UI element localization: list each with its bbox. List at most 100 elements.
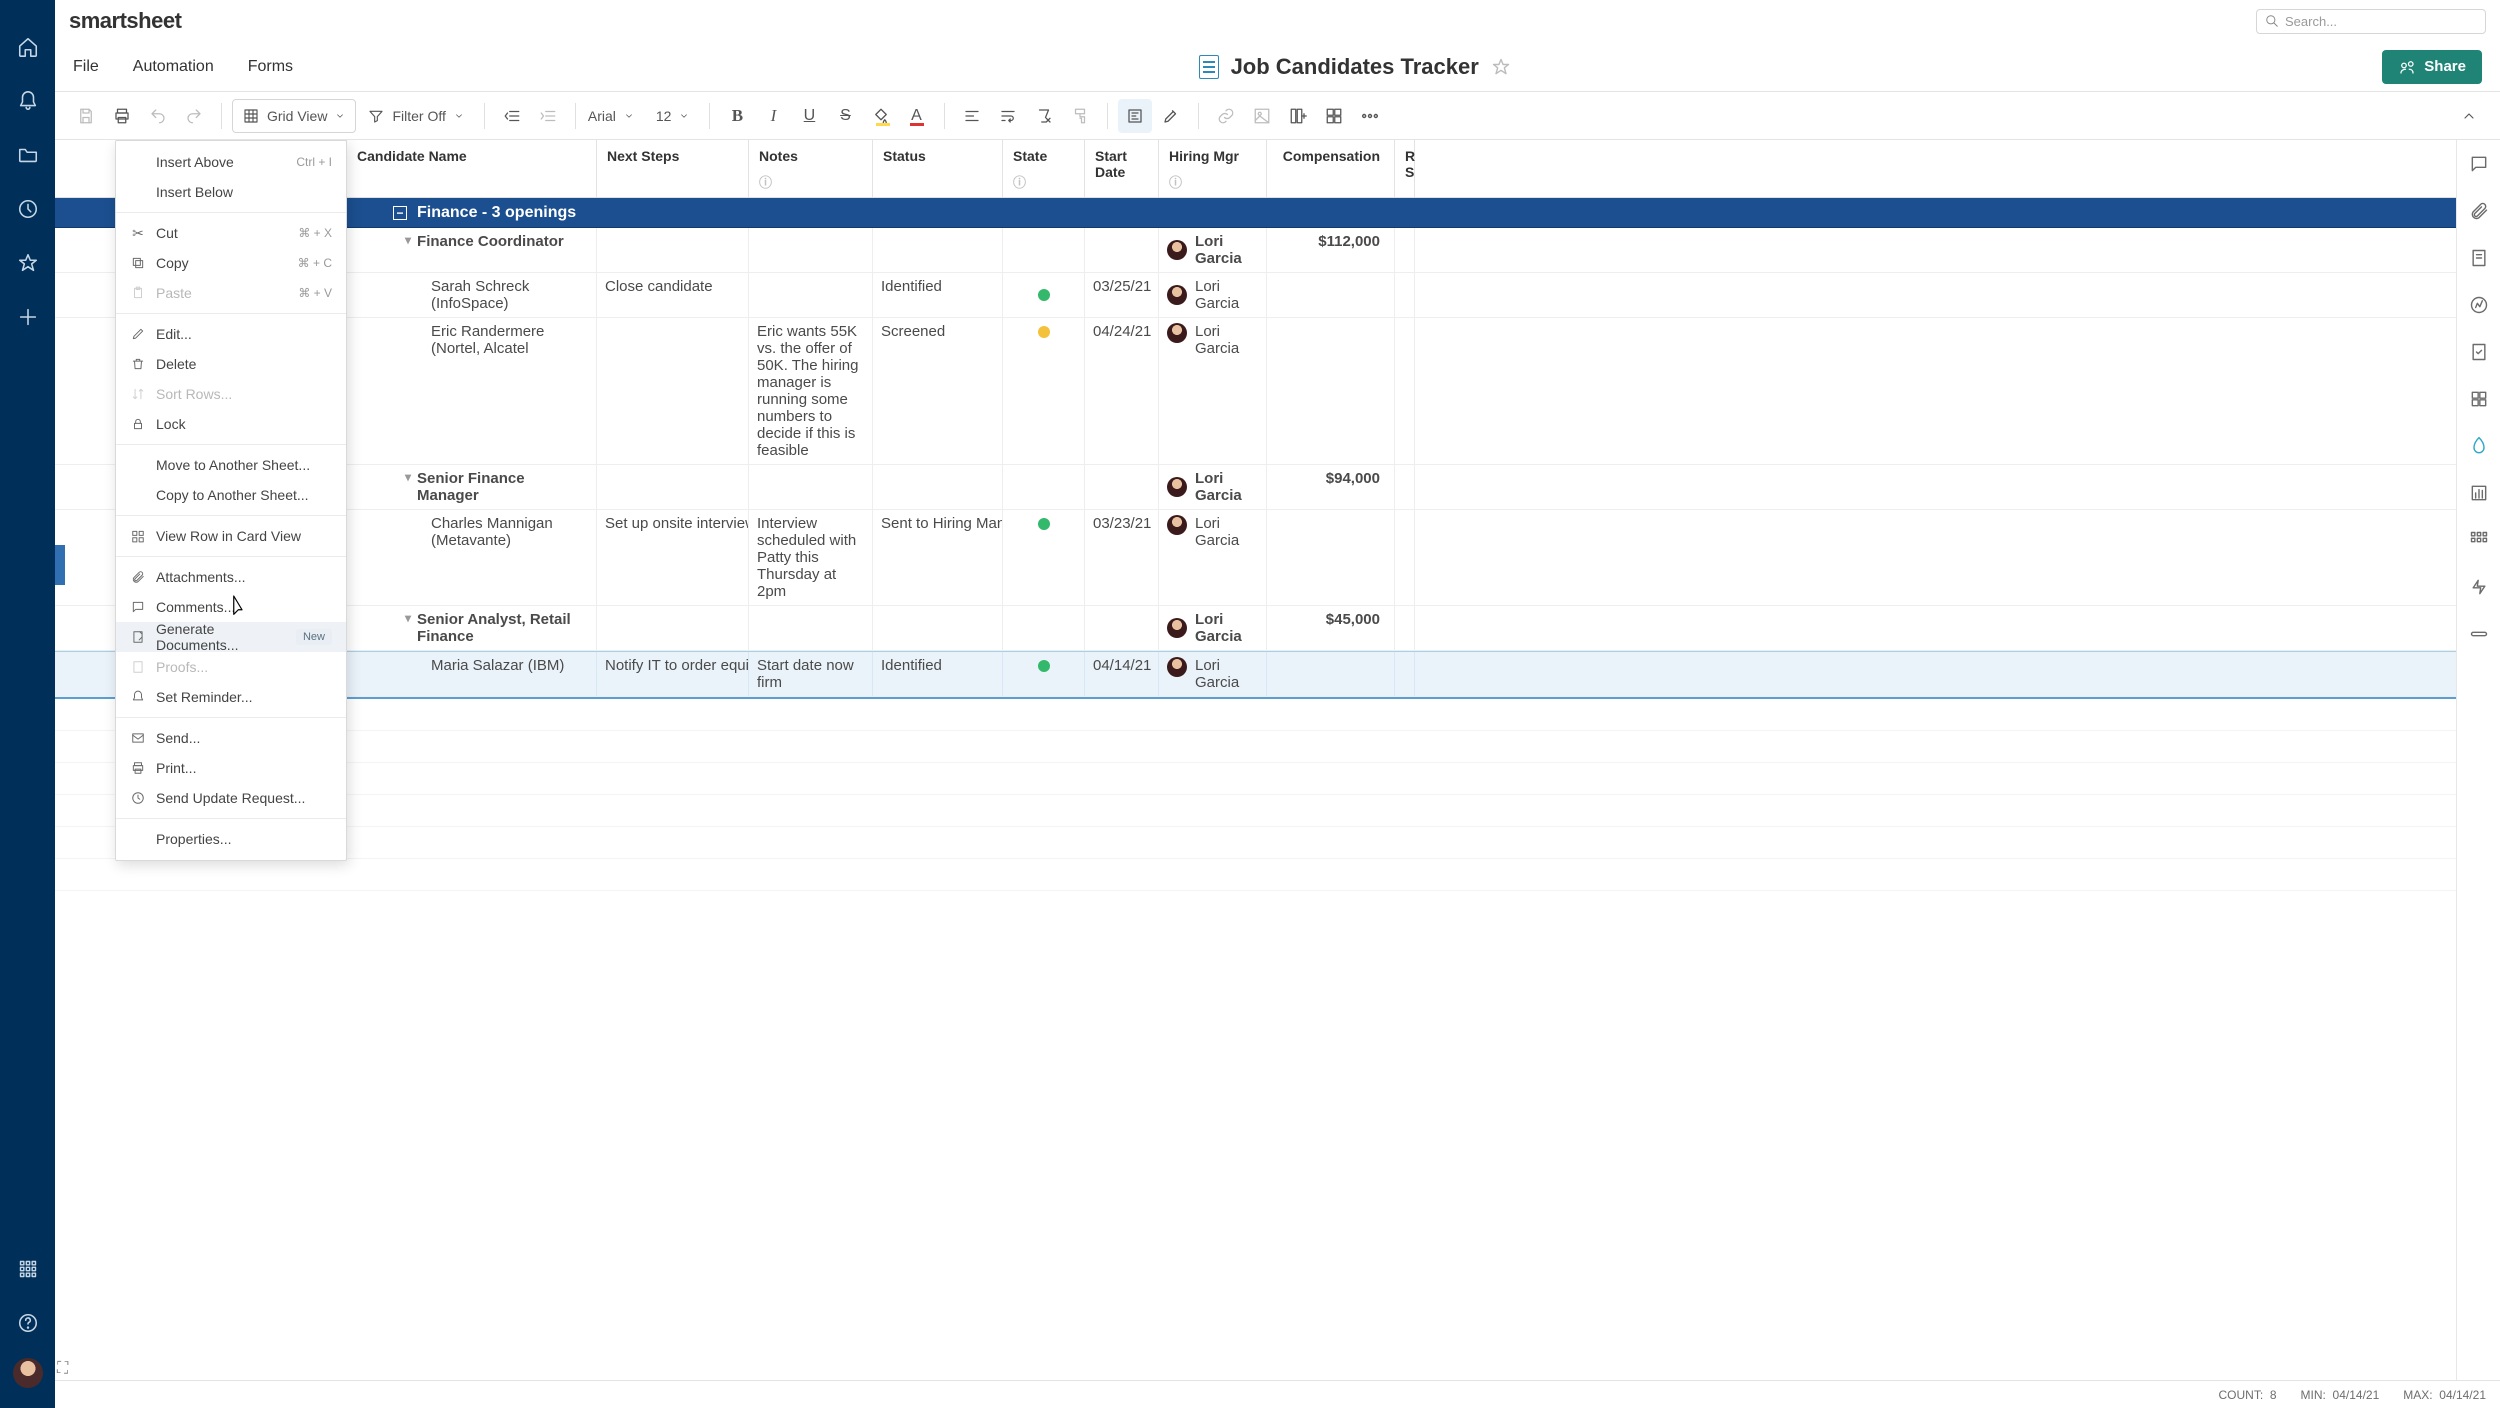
filter-toggle[interactable]: Filter Off (358, 99, 473, 133)
strikethrough-icon[interactable]: S (828, 99, 862, 133)
update-requests-icon[interactable] (2469, 342, 2489, 365)
search-input[interactable]: Search... (2256, 9, 2486, 34)
resource-mgr-icon[interactable] (2469, 530, 2489, 553)
help-icon[interactable] (15, 1310, 41, 1336)
caret-icon[interactable]: ▾ (405, 611, 411, 625)
bold-icon[interactable]: B (720, 99, 754, 133)
highlight-changes-icon[interactable] (1154, 99, 1188, 133)
add-icon[interactable] (15, 304, 41, 330)
ctx-delete[interactable]: Delete (116, 349, 346, 379)
ctx-send[interactable]: Send... (116, 723, 346, 753)
col-state[interactable]: Stateⓘ (1003, 140, 1085, 197)
col-compensation[interactable]: Compensation (1267, 140, 1395, 197)
status[interactable]: Sent to Hiring Mana (873, 510, 1003, 605)
more-icon[interactable] (1353, 99, 1387, 133)
collapse-group-icon[interactable]: − (393, 206, 407, 220)
fill-color-icon[interactable] (864, 99, 898, 133)
menu-forms[interactable]: Forms (248, 58, 293, 76)
status[interactable]: Identified (873, 273, 1003, 317)
view-switcher[interactable]: Grid View (232, 99, 356, 133)
proofs-panel-icon[interactable] (2469, 248, 2489, 271)
candidate-name[interactable]: Maria Salazar (IBM) (347, 652, 597, 696)
notes[interactable]: Interview scheduled with Patty this Thur… (749, 510, 873, 605)
insert-column-icon[interactable] (1281, 99, 1315, 133)
image-icon[interactable] (1245, 99, 1279, 133)
share-button[interactable]: Share (2382, 50, 2482, 84)
text-color-icon[interactable]: A (900, 99, 934, 133)
col-hiring-mgr[interactable]: Hiring Mgrⓘ (1159, 140, 1267, 197)
status[interactable]: Identified (873, 652, 1003, 696)
col-status[interactable]: Status (873, 140, 1003, 197)
ctx-insert-below[interactable]: Insert Below (116, 177, 346, 207)
wrap-icon[interactable] (991, 99, 1025, 133)
star-icon[interactable] (1491, 57, 1511, 77)
font-select[interactable]: Arial (586, 99, 644, 133)
activity-log-icon[interactable] (2469, 295, 2489, 318)
next-steps[interactable]: Notify IT to order equip (597, 652, 749, 696)
ctx-view-card[interactable]: View Row in Card View (116, 521, 346, 551)
symbols-icon[interactable] (1317, 99, 1351, 133)
ctx-send-update[interactable]: Send Update Request... (116, 783, 346, 813)
ctx-copy-sheet[interactable]: Copy to Another Sheet... (116, 480, 346, 510)
user-avatar[interactable] (13, 1358, 43, 1388)
row-selection-handle[interactable] (55, 545, 65, 585)
attachments-panel-icon[interactable] (2469, 201, 2489, 224)
link-icon[interactable] (1209, 99, 1243, 133)
caret-icon[interactable]: ▾ (405, 233, 411, 247)
folder-icon[interactable] (15, 142, 41, 168)
ctx-cut[interactable]: ✂Cut⌘ + X (116, 218, 346, 248)
redo-icon[interactable] (177, 99, 211, 133)
brandfolder-icon[interactable] (2469, 436, 2489, 459)
print-icon[interactable] (105, 99, 139, 133)
underline-icon[interactable]: U (792, 99, 826, 133)
align-icon[interactable] (955, 99, 989, 133)
col-next-steps[interactable]: Next Steps (597, 140, 749, 197)
start-date[interactable]: 03/25/21 (1085, 273, 1159, 317)
ctx-properties[interactable]: Properties... (116, 824, 346, 854)
col-notes[interactable]: Notesⓘ (749, 140, 873, 197)
favorites-icon[interactable] (15, 250, 41, 276)
ctx-move-sheet[interactable]: Move to Another Sheet... (116, 450, 346, 480)
ctx-set-reminder[interactable]: Set Reminder... (116, 682, 346, 712)
font-size-select[interactable]: 12 (646, 99, 700, 133)
conversations-icon[interactable] (2469, 154, 2489, 177)
italic-icon[interactable]: I (756, 99, 790, 133)
ctx-insert-above[interactable]: Insert AboveCtrl + I (116, 147, 346, 177)
candidate-name[interactable]: Eric Randermere (Nortel, Alcatel (347, 318, 597, 464)
ctx-copy[interactable]: Copy⌘ + C (116, 248, 346, 278)
undo-icon[interactable] (141, 99, 175, 133)
save-icon[interactable] (69, 99, 103, 133)
col-rs[interactable]: R S (1395, 140, 1415, 197)
menu-automation[interactable]: Automation (133, 58, 214, 76)
notes[interactable] (749, 273, 873, 317)
format-painter-icon[interactable] (1063, 99, 1097, 133)
summary-icon[interactable] (2469, 483, 2489, 506)
menu-file[interactable]: File (73, 58, 99, 76)
candidate-name[interactable]: Charles Mannigan (Metavante) (347, 510, 597, 605)
status[interactable]: Screened (873, 318, 1003, 464)
outdent-icon[interactable] (495, 99, 529, 133)
automation-panel-icon[interactable] (2469, 577, 2489, 600)
clear-format-icon[interactable] (1027, 99, 1061, 133)
next-steps[interactable] (597, 318, 749, 464)
next-steps[interactable]: Close candidate (597, 273, 749, 317)
notifications-icon[interactable] (15, 88, 41, 114)
more-panel-icon[interactable] (2469, 624, 2489, 647)
col-start-date[interactable]: Start Date (1085, 140, 1159, 197)
conditional-format-icon[interactable] (1118, 99, 1152, 133)
next-steps[interactable]: Set up onsite interview (597, 510, 749, 605)
home-icon[interactable] (15, 34, 41, 60)
ctx-lock[interactable]: Lock (116, 409, 346, 439)
ctx-comments[interactable]: Comments... (116, 592, 346, 622)
start-date[interactable]: 03/23/21 (1085, 510, 1159, 605)
sheet-grid[interactable]: Candidate Name Next Steps Notesⓘ Status … (55, 140, 2456, 1380)
start-date[interactable]: 04/24/21 (1085, 318, 1159, 464)
ctx-edit[interactable]: Edit... (116, 319, 346, 349)
apps-icon[interactable] (15, 1256, 41, 1282)
caret-icon[interactable]: ▾ (405, 470, 411, 484)
fullscreen-icon[interactable]: ⛶ (57, 1360, 68, 1378)
col-candidate[interactable]: Candidate Name (347, 140, 597, 197)
notes[interactable]: Eric wants 55K vs. the offer of 50K. The… (749, 318, 873, 464)
start-date[interactable]: 04/14/21 (1085, 652, 1159, 696)
publish-icon[interactable] (2469, 389, 2489, 412)
